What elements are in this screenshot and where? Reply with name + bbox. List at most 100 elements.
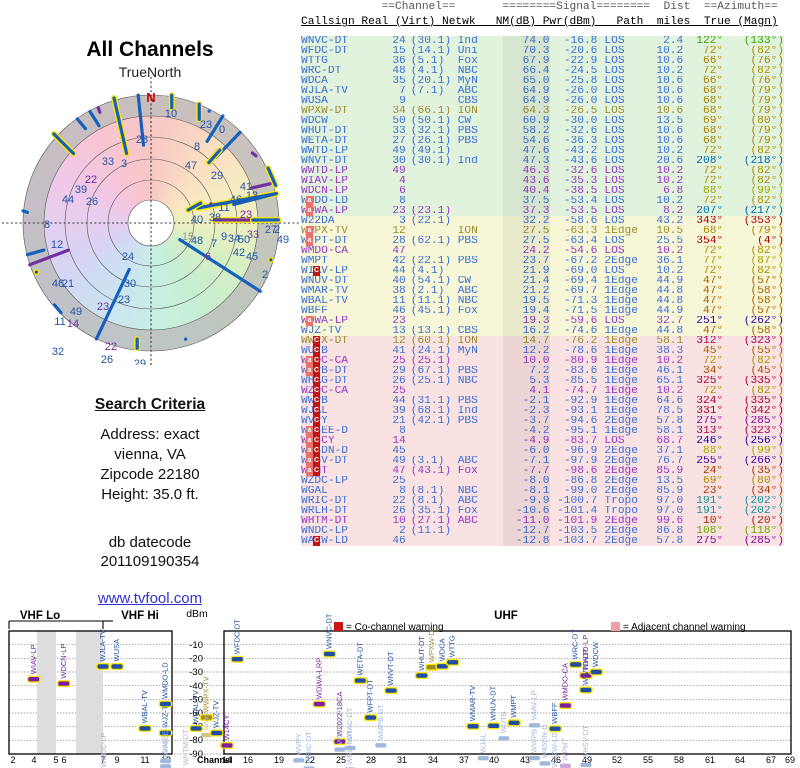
svg-text:WNDC-LP: WNDC-LP bbox=[99, 733, 108, 768]
svg-text:28: 28 bbox=[136, 134, 148, 146]
svg-text:WJAL: WJAL bbox=[478, 733, 487, 753]
svg-text:WPXW-DT: WPXW-DT bbox=[427, 625, 436, 662]
svg-text:24: 24 bbox=[122, 251, 134, 263]
svg-text:WMDO-CA: WMDO-CA bbox=[560, 663, 569, 701]
svg-text:23: 23 bbox=[200, 119, 212, 131]
svg-text:25: 25 bbox=[91, 364, 103, 365]
svg-text:WHSV-DT: WHSV-DT bbox=[581, 725, 590, 760]
svg-text:WAZW-LD: WAZW-LD bbox=[550, 732, 559, 768]
svg-text:9: 9 bbox=[221, 231, 227, 243]
svg-text:WMAR-TV: WMAR-TV bbox=[468, 685, 477, 721]
svg-text:49: 49 bbox=[277, 234, 289, 246]
svg-text:45: 45 bbox=[246, 251, 258, 263]
svg-text:14: 14 bbox=[67, 318, 79, 330]
svg-text:WWPX-DT: WWPX-DT bbox=[202, 693, 211, 730]
svg-text:3: 3 bbox=[121, 158, 127, 170]
svg-text:WWPB: WWPB bbox=[530, 729, 539, 753]
svg-text:dBm: dBm bbox=[186, 608, 208, 620]
svg-text:22: 22 bbox=[105, 341, 117, 353]
svg-text:WMPT: WMPT bbox=[509, 694, 518, 717]
svg-text:2: 2 bbox=[10, 755, 15, 765]
svg-text:29: 29 bbox=[211, 170, 223, 182]
svg-text:0: 0 bbox=[219, 124, 225, 136]
svg-text:15: 15 bbox=[182, 231, 194, 243]
svg-text:WHTM-DT: WHTM-DT bbox=[181, 729, 190, 765]
svg-text:WETA-DT: WETA-DT bbox=[355, 642, 364, 676]
svg-text:WUSA: WUSA bbox=[112, 639, 121, 662]
svg-text:32: 32 bbox=[52, 346, 64, 358]
svg-text:50: 50 bbox=[238, 234, 250, 246]
svg-text:WHUT-DT: WHUT-DT bbox=[417, 636, 426, 671]
svg-text:46: 46 bbox=[230, 194, 242, 206]
svg-text:N: N bbox=[146, 90, 155, 105]
svg-text:WDCN-LP: WDCN-LP bbox=[59, 644, 68, 679]
svg-text:26: 26 bbox=[86, 196, 98, 208]
svg-text:WZDC-LP: WZDC-LP bbox=[335, 710, 344, 744]
svg-text:-10: -10 bbox=[189, 640, 203, 651]
svg-text:39: 39 bbox=[75, 184, 87, 196]
svg-text:6: 6 bbox=[205, 251, 211, 263]
svg-text:47: 47 bbox=[185, 160, 197, 172]
svg-text:43: 43 bbox=[520, 755, 530, 765]
svg-text:21: 21 bbox=[62, 278, 74, 290]
svg-text:2: 2 bbox=[262, 269, 268, 281]
svg-text:4: 4 bbox=[31, 755, 36, 765]
svg-text:WNUV-DT: WNUV-DT bbox=[489, 685, 498, 720]
svg-text:42: 42 bbox=[233, 247, 245, 259]
svg-text:13: 13 bbox=[246, 190, 258, 202]
svg-text:67: 67 bbox=[766, 755, 776, 765]
svg-text:49: 49 bbox=[70, 306, 82, 318]
svg-text:31: 31 bbox=[397, 755, 407, 765]
svg-text:30: 30 bbox=[124, 278, 136, 290]
svg-text:WDWA-LRP: WDWA-LRP bbox=[314, 658, 323, 699]
svg-text:38: 38 bbox=[209, 212, 221, 224]
svg-text:40: 40 bbox=[489, 755, 499, 765]
svg-text:58: 58 bbox=[674, 755, 684, 765]
svg-text:W45DN-D: W45DN-D bbox=[540, 724, 549, 759]
svg-text:WRC-DT: WRC-DT bbox=[571, 629, 580, 660]
svg-text:WIAV-LP: WIAV-LP bbox=[29, 644, 38, 674]
svg-text:11: 11 bbox=[54, 316, 65, 328]
svg-text:9: 9 bbox=[114, 755, 119, 765]
svg-text:WIAV-LP: WIAV-LP bbox=[530, 690, 539, 720]
svg-text:29: 29 bbox=[134, 358, 146, 365]
svg-text:23: 23 bbox=[118, 294, 130, 306]
svg-text:40: 40 bbox=[191, 214, 203, 226]
svg-text:8: 8 bbox=[44, 219, 50, 231]
svg-text:-20: -20 bbox=[189, 654, 203, 665]
svg-text:6: 6 bbox=[61, 755, 66, 765]
svg-text:WVPY: WVPY bbox=[294, 733, 303, 755]
svg-text:UHF: UHF bbox=[494, 610, 518, 622]
svg-text:VHF Hi: VHF Hi bbox=[121, 610, 159, 622]
svg-text:37: 37 bbox=[459, 755, 469, 765]
svg-text:11: 11 bbox=[140, 755, 149, 765]
svg-text:69: 69 bbox=[785, 755, 795, 765]
svg-text:14: 14 bbox=[222, 755, 232, 765]
svg-text:WPMT: WPMT bbox=[560, 737, 569, 760]
svg-text:WJZ-TV: WJZ-TV bbox=[212, 701, 221, 729]
svg-text:7: 7 bbox=[211, 238, 217, 250]
svg-text:WFPT-DT: WFPT-DT bbox=[366, 679, 375, 713]
svg-text:W14CY: W14CY bbox=[222, 715, 231, 741]
svg-text:19: 19 bbox=[274, 755, 284, 765]
svg-text:16: 16 bbox=[243, 755, 253, 765]
svg-text:8: 8 bbox=[194, 141, 200, 153]
svg-text:-80: -80 bbox=[189, 735, 203, 746]
svg-text:23: 23 bbox=[97, 301, 109, 313]
svg-text:WNVT-DT: WNVT-DT bbox=[386, 651, 395, 686]
svg-text:52: 52 bbox=[612, 755, 622, 765]
svg-text:WMPB-DT: WMPB-DT bbox=[376, 704, 385, 740]
svg-text:64: 64 bbox=[735, 755, 745, 765]
svg-text:12: 12 bbox=[51, 239, 63, 251]
svg-text:28: 28 bbox=[366, 755, 376, 765]
svg-text:61: 61 bbox=[705, 755, 715, 765]
svg-text:VHF Lo: VHF Lo bbox=[20, 610, 60, 622]
svg-text:WBFF: WBFF bbox=[550, 702, 559, 724]
svg-text:33: 33 bbox=[102, 156, 114, 168]
svg-text:5: 5 bbox=[53, 755, 58, 765]
svg-text:WRLH-DT: WRLH-DT bbox=[345, 730, 354, 765]
svg-text:WWTD-LP: WWTD-LP bbox=[581, 649, 590, 685]
svg-text:34: 34 bbox=[428, 755, 438, 765]
svg-text:WRIC-DT: WRIC-DT bbox=[304, 731, 313, 764]
svg-text:WMDO-LD: WMDO-LD bbox=[161, 662, 170, 699]
